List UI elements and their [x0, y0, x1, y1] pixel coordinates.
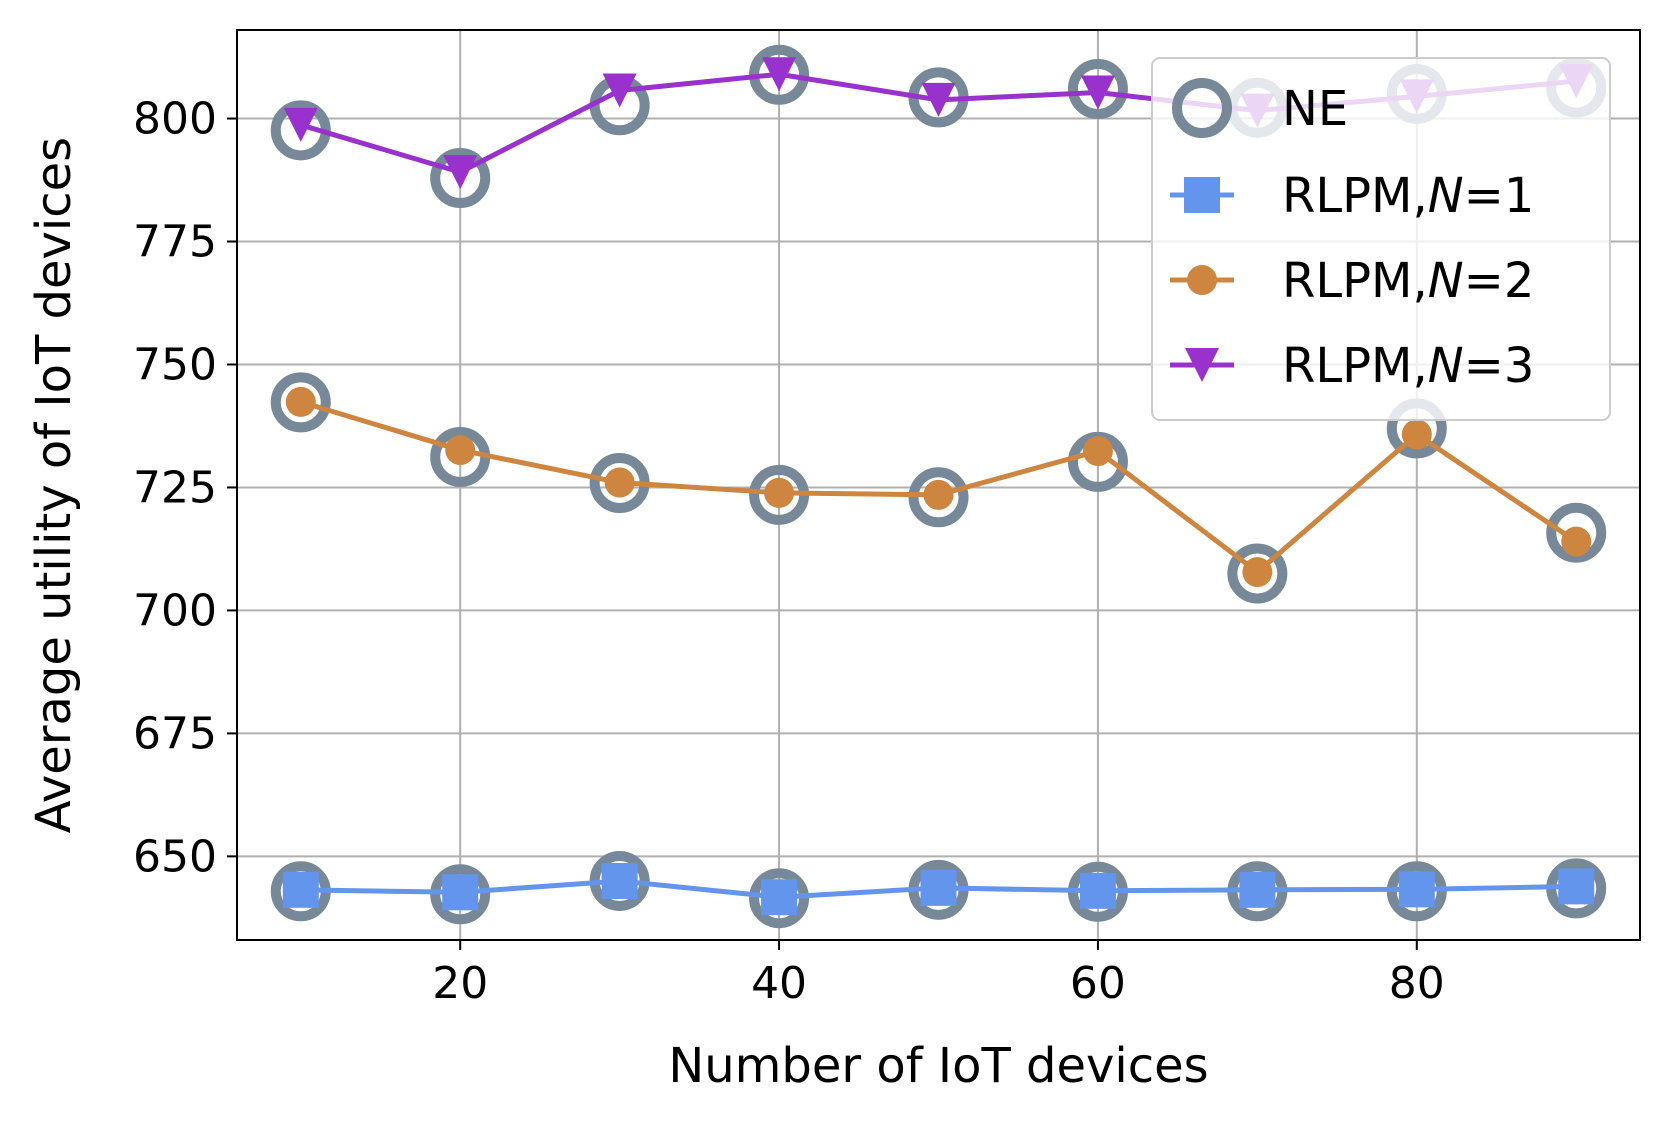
data-point	[1561, 526, 1592, 557]
x-tick-label: 60	[1070, 958, 1126, 1009]
axes-frame	[236, 29, 1641, 941]
data-point	[920, 869, 957, 906]
series-rlpm-n-1	[282, 862, 1595, 916]
legend-label-suffix: =1	[1464, 168, 1535, 224]
y-tick-label: 650	[133, 831, 217, 882]
ne-point	[1227, 543, 1288, 604]
legend-marker	[1172, 78, 1232, 138]
data-point	[761, 879, 798, 916]
data-point	[282, 871, 319, 908]
ne-point	[1546, 502, 1607, 563]
x-axis-label: Number of IoT devices	[668, 1038, 1208, 1094]
legend-label: RLPM,N=2	[1282, 253, 1534, 309]
ne-point	[270, 372, 331, 433]
ne-point	[908, 467, 969, 528]
legend-label: RLPM,N=3	[1282, 338, 1534, 394]
y-axis-label: Average utility of IoT devices	[26, 137, 82, 833]
legend-label: NE	[1282, 81, 1348, 137]
data-point	[442, 874, 479, 911]
legend-marker	[1185, 348, 1219, 382]
data-point	[445, 435, 476, 466]
data-point	[921, 82, 956, 117]
legend-item: RLPM,N=3	[1170, 338, 1534, 394]
data-point	[601, 862, 638, 899]
ticks: 20 40 60 80 650 675 700 725 750 775 800	[133, 94, 1445, 1009]
ne-point	[1067, 59, 1128, 120]
legend-marker	[1184, 177, 1220, 213]
legend-label-prefix: RLPM,	[1282, 168, 1428, 224]
data-point	[443, 155, 478, 190]
data-point	[1242, 557, 1273, 588]
data-point	[604, 467, 635, 498]
legend-label-prefix: RLPM,	[1282, 338, 1428, 394]
data-point	[1401, 419, 1432, 450]
y-tick-label: 675	[133, 708, 217, 759]
y-tick-label: 775	[133, 217, 217, 268]
data-point	[1558, 868, 1595, 905]
legend-label-suffix: =2	[1464, 253, 1535, 309]
x-tick-label: 80	[1389, 958, 1445, 1009]
data-point	[285, 386, 316, 417]
data-point	[762, 57, 797, 92]
legend-item: RLPM,N=1	[1170, 168, 1534, 224]
data-point	[1239, 871, 1276, 908]
data-point	[1398, 871, 1435, 908]
x-tick-label: 20	[432, 958, 488, 1009]
legend-label-variable: N	[1428, 168, 1464, 224]
data-point	[1080, 75, 1115, 110]
legend-frame	[1151, 57, 1611, 421]
legend-item: NE	[1172, 78, 1348, 138]
y-tick-label: 725	[133, 462, 217, 513]
legend-label-variable: N	[1428, 338, 1464, 394]
ne-point	[430, 148, 491, 209]
data-point	[1082, 436, 1113, 467]
data-point	[1079, 872, 1116, 909]
legend-label-variable: N	[1428, 253, 1464, 309]
data-point	[764, 477, 795, 508]
legend-marker	[1187, 265, 1217, 295]
y-tick-label: 700	[133, 585, 217, 636]
legend-label: RLPM,N=1	[1282, 168, 1534, 224]
data-point	[602, 73, 637, 108]
legend-label-suffix: =3	[1464, 338, 1535, 394]
legend-label-prefix: RLPM,	[1282, 253, 1428, 309]
data-point	[283, 107, 318, 142]
x-tick-label: 40	[751, 958, 807, 1009]
y-tick-label: 750	[133, 339, 217, 390]
data-point	[923, 479, 954, 510]
y-tick-label: 800	[133, 94, 217, 145]
series-rlpm-n-2	[285, 386, 1592, 588]
legend-item: RLPM,N=2	[1170, 253, 1534, 309]
